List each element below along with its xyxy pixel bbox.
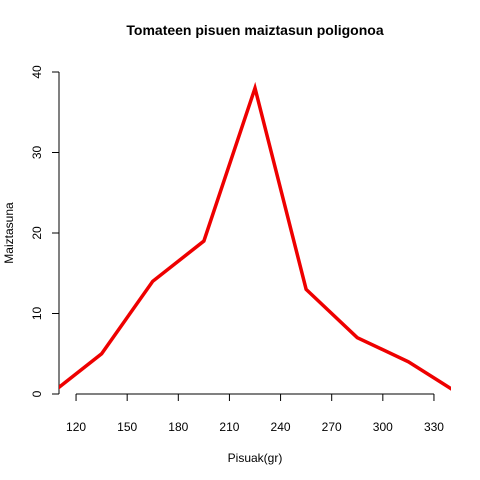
chart-title: Tomateen pisuen maiztasun poligonoa — [126, 22, 383, 38]
x-tick-label: 300 — [373, 420, 393, 434]
x-axis-label: Pisuak(gr) — [228, 451, 283, 465]
x-tick-label: 180 — [168, 420, 188, 434]
y-axis-label: Maiztasuna — [2, 202, 16, 264]
series-layer — [59, 81, 451, 391]
y-tick-label: 30 — [30, 146, 44, 160]
y-tick-label: 0 — [30, 390, 44, 397]
x-tick-label: 150 — [117, 420, 137, 434]
x-axis: 120 150 180 210 240 270 300 330 — [66, 393, 444, 434]
series-line — [59, 81, 451, 391]
y-tick-label: 10 — [30, 307, 44, 321]
x-tick-label: 120 — [66, 420, 86, 434]
x-tick-label: 240 — [271, 420, 291, 434]
x-tick-label: 270 — [322, 420, 342, 434]
x-tick-label: 330 — [424, 420, 444, 434]
y-tick-label: 40 — [30, 65, 44, 79]
x-tick-label: 210 — [219, 420, 239, 434]
y-axis: 0 10 20 30 40 — [30, 65, 60, 397]
y-tick-label: 20 — [30, 226, 44, 240]
